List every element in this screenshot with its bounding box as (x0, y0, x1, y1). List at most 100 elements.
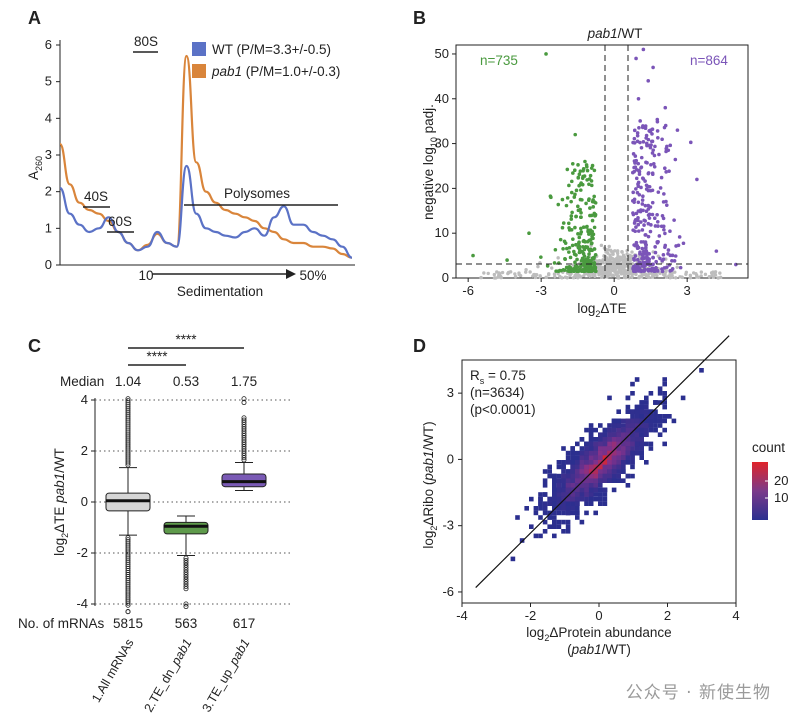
up-point (661, 253, 666, 257)
heat-cell (542, 469, 548, 474)
heat-cell (570, 510, 575, 516)
c-outlier (241, 417, 247, 423)
n-down-label: n=735 (480, 53, 518, 68)
up-point (639, 185, 643, 190)
heat-cell (616, 473, 621, 479)
heat-cell (662, 391, 667, 396)
up-point (635, 139, 640, 144)
ns-point (614, 266, 618, 271)
heat-cell (561, 446, 566, 451)
heat-cell (625, 473, 631, 479)
heat-cell (552, 501, 557, 506)
heat-cell (593, 478, 598, 483)
heat-cell (648, 409, 654, 414)
ns-point (694, 271, 698, 276)
heat-cell (588, 487, 594, 493)
heat-cell (598, 432, 603, 437)
heat-cell (598, 469, 603, 474)
down-point (576, 163, 580, 167)
heat-cell (602, 487, 608, 493)
heat-cell (575, 464, 580, 470)
heat-cell (575, 450, 580, 456)
up-point (637, 169, 641, 174)
heat-cell (639, 418, 644, 424)
heat-cell (593, 496, 598, 502)
ns-point (707, 274, 711, 279)
down-point (588, 206, 592, 210)
b-ytick-label: 20 (435, 180, 449, 195)
down-point (587, 252, 591, 256)
ns-point (534, 273, 539, 277)
heat-cell (630, 381, 635, 387)
heat-cell (584, 483, 589, 488)
heat-cell (648, 414, 654, 419)
colorbar-title: count (752, 440, 785, 455)
heat-cell (588, 464, 594, 470)
heat-cell (588, 473, 594, 479)
c-outlier (183, 574, 189, 580)
up-point (632, 128, 637, 133)
ns-point (605, 273, 609, 277)
up-point (638, 119, 642, 123)
heat-cell (648, 418, 654, 424)
category-all: 1.All mRNAs (89, 637, 137, 705)
up-point (640, 202, 645, 206)
ns-point (620, 250, 624, 254)
down-point (567, 183, 571, 188)
heat-cell (611, 441, 617, 447)
ns-point (597, 267, 601, 272)
up-point (668, 143, 673, 148)
down-point (578, 169, 583, 173)
heat-cell (607, 464, 612, 470)
heat-cell (547, 501, 552, 506)
ns-point (604, 256, 609, 261)
ns-point (497, 271, 501, 275)
heat-cell (621, 423, 626, 428)
b-ytick-label: 50 (435, 46, 449, 61)
down-point (581, 167, 586, 171)
up-point (642, 223, 646, 227)
up-point (637, 125, 641, 130)
heat-cell (662, 414, 667, 419)
heat-cell (552, 487, 557, 493)
up-point (640, 256, 644, 261)
down-point (569, 179, 574, 184)
d-xtick-label: 2 (664, 608, 671, 623)
ns-point (619, 272, 624, 276)
down-point (577, 172, 582, 176)
heat-cell (588, 432, 594, 437)
heat-cell (611, 437, 617, 442)
heat-cell (639, 432, 644, 437)
heat-cell (593, 455, 598, 460)
down-point (569, 214, 574, 218)
heat-cell (634, 409, 640, 414)
ns-point (486, 271, 490, 276)
heat-cell (611, 478, 617, 483)
up-point (734, 262, 738, 267)
heat-cell (570, 455, 575, 460)
down-point (568, 255, 573, 260)
up-point (643, 124, 648, 128)
ns-point (610, 250, 614, 254)
ns-point (479, 275, 483, 280)
heat-cell (639, 441, 644, 447)
up-point (646, 207, 651, 211)
up-point (631, 228, 635, 232)
heat-cell (630, 441, 635, 447)
c-outlier (241, 396, 247, 402)
panel-a-xlabel: Sedimentation (177, 284, 263, 299)
ns-point (614, 272, 619, 277)
up-point (636, 222, 641, 227)
panel-d: D -4 -2 0 2 4 3 0 -3 -6 Rs = 0.75 (n=3634) (p<0.… (413, 335, 788, 657)
heat-cell (584, 473, 589, 479)
up-point (650, 200, 655, 205)
down-point (586, 198, 591, 203)
ns-point (718, 271, 722, 275)
up-point (647, 216, 652, 220)
heat-cell (556, 487, 562, 493)
up-point (664, 170, 668, 174)
heat-cell (593, 469, 598, 474)
up-point (651, 255, 655, 260)
up-point (632, 221, 637, 225)
